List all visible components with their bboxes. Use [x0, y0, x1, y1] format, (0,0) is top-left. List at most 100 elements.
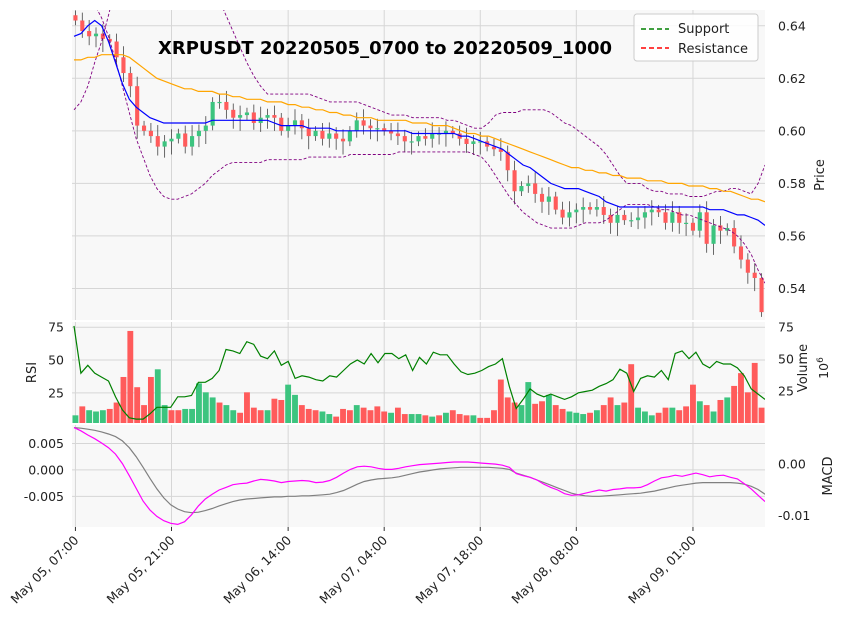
volume-bar — [230, 410, 237, 423]
volume-bar — [72, 415, 79, 423]
volume-bar — [79, 406, 86, 423]
volume-bar — [504, 397, 511, 423]
volume-bar — [93, 411, 99, 423]
macd-left-tick-label: 0.000 — [28, 462, 64, 477]
candle — [361, 120, 366, 126]
candle — [169, 138, 174, 142]
volume-bar — [518, 405, 525, 423]
volume-bar — [449, 410, 456, 423]
candle — [286, 125, 291, 131]
volume-bar — [532, 403, 539, 423]
candle — [210, 101, 215, 126]
macd-left-tick-label: -0.005 — [24, 489, 64, 504]
volume-bar — [209, 397, 216, 423]
volume-bar — [731, 385, 738, 423]
rsi-line — [73, 325, 765, 420]
candle — [553, 196, 558, 210]
candle — [382, 128, 387, 131]
volume-bar — [319, 411, 326, 423]
volume-bar — [394, 407, 401, 423]
candle — [704, 212, 709, 244]
candle — [87, 31, 92, 37]
bollinger-lower-line — [96, 10, 765, 284]
price-axis-label: Price — [813, 159, 828, 191]
macd-panel-bg — [72, 425, 765, 527]
volume-bar — [593, 410, 600, 423]
candles — [73, 10, 764, 317]
volume-bar — [497, 379, 504, 423]
candle — [711, 225, 716, 244]
legend-support-label: Support — [678, 22, 729, 37]
volume-tick-label: 50 — [778, 352, 794, 367]
candle — [395, 133, 400, 137]
candle — [162, 141, 167, 147]
volume-bar — [381, 411, 388, 423]
volume-bar — [710, 411, 717, 423]
candle — [594, 207, 599, 210]
volume-bar — [374, 406, 381, 423]
volume-bar — [244, 392, 250, 423]
price-tick-label: 0.62 — [778, 71, 806, 86]
volume-axis-exponent: 106 — [816, 357, 831, 379]
price-panel: 0.54 0.56 0.58 0.60 0.62 0.64 Price — [72, 10, 828, 320]
x-tick-label: May 09, 01:00 — [625, 532, 699, 606]
volume-bar — [189, 408, 196, 423]
volume-bar — [655, 412, 662, 423]
volume-bar — [422, 415, 429, 423]
candle — [306, 128, 311, 137]
rsi-panel-bg — [72, 322, 765, 423]
volume-bar — [292, 394, 298, 423]
volume-bar — [182, 408, 189, 423]
volume-bar — [202, 392, 209, 423]
candle — [622, 214, 627, 221]
volume-bar — [340, 408, 346, 423]
candle — [135, 86, 140, 126]
candle — [464, 138, 469, 144]
candle — [231, 109, 236, 118]
volume-bar — [196, 383, 202, 423]
candle — [100, 33, 105, 39]
sma-slow-line — [74, 54, 765, 203]
volume-bar — [463, 415, 470, 423]
candle — [217, 101, 222, 104]
candle — [656, 209, 661, 213]
candle — [114, 41, 119, 58]
macd-line — [73, 427, 765, 526]
volume-bar — [511, 402, 518, 423]
candle — [581, 207, 586, 210]
candle — [176, 133, 181, 139]
volume-bar — [696, 401, 703, 423]
candle — [141, 125, 147, 131]
price-tick-label: 0.58 — [778, 176, 806, 191]
macd-left-tick-label: 0.005 — [28, 436, 64, 451]
candle — [183, 133, 188, 147]
candle — [443, 130, 449, 134]
volume-bar — [724, 397, 731, 423]
macd-panel: -0.005 0.000 0.005 -0.01 0.00 MACD — [24, 425, 836, 527]
macd-right-tick-label: -0.01 — [778, 508, 810, 523]
volume-bar — [717, 399, 724, 423]
x-tick-label: May 07, 18:00 — [412, 532, 486, 606]
candle — [73, 15, 78, 21]
candle — [752, 272, 757, 278]
volume-bar — [408, 414, 415, 423]
rsi-tick-label: 75 — [48, 320, 64, 335]
candle — [684, 222, 689, 224]
candle — [279, 117, 284, 131]
volume-bar — [607, 397, 614, 423]
price-panel-bg — [72, 10, 765, 320]
volume-bar — [134, 387, 141, 423]
volume-bar — [470, 415, 477, 423]
volume-bar — [738, 373, 744, 423]
volume-bar — [175, 410, 182, 423]
candle — [574, 209, 579, 213]
x-tick-label: May 07, 04:00 — [316, 532, 390, 606]
candle — [690, 222, 696, 231]
volume-bar — [120, 376, 127, 423]
volume-bar — [600, 405, 607, 423]
volume-bar — [566, 411, 573, 423]
volume-bar — [326, 414, 333, 423]
volume-bar — [559, 408, 566, 423]
volume-bar — [751, 362, 758, 423]
